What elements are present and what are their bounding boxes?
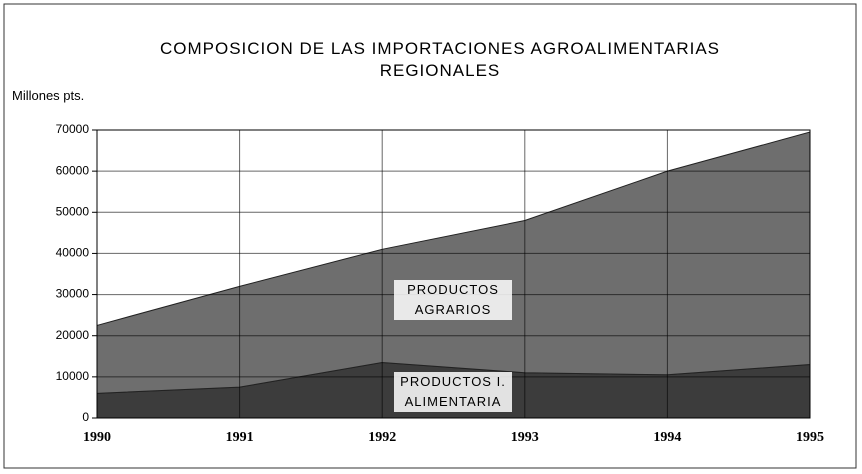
area-label: PRODUCTOS AGRARIOS	[394, 280, 512, 320]
plot-frame	[96, 129, 811, 419]
y-tick-label: 10000	[56, 369, 90, 383]
x-tick-label: 1990	[83, 430, 111, 445]
area-label: PRODUCTOS I. ALIMENTARIA	[394, 372, 512, 412]
x-tick-label: 1992	[368, 430, 396, 445]
x-tick-label: 1994	[653, 430, 681, 445]
x-tick-label: 1995	[796, 430, 824, 445]
chart-title: COMPOSICION DE LAS IMPORTACIONES AGROALI…	[159, 39, 721, 80]
y-tick-label: 70000	[56, 122, 90, 136]
chart-border	[3, 3, 857, 469]
y-tick-label: 40000	[56, 246, 90, 260]
y-tick-label: 20000	[56, 328, 90, 342]
y-tick-label: 30000	[56, 287, 90, 301]
y-tick-label: 60000	[56, 163, 90, 177]
x-tick-label: 1991	[226, 430, 254, 445]
x-tick-label: 1993	[511, 430, 539, 445]
y-tick-label: 50000	[56, 204, 90, 218]
y-tick-label: 0	[82, 410, 89, 424]
y-axis-label: Millones pts.	[12, 88, 85, 103]
